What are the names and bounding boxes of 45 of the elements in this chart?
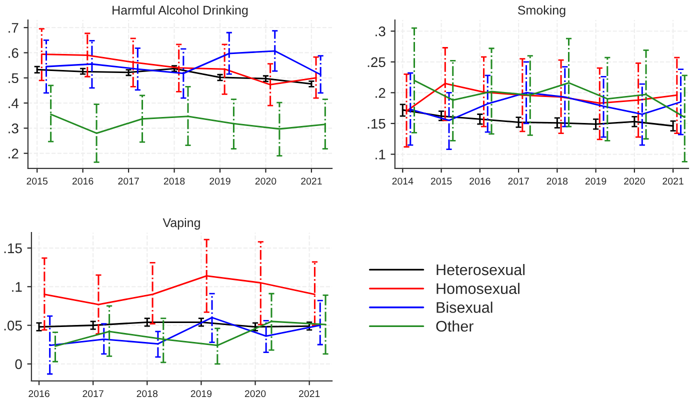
x-tick-label: 2020 bbox=[624, 178, 645, 185]
y-tick-label: .5 bbox=[8, 73, 18, 84]
y-tick-label: .25 bbox=[368, 57, 386, 68]
legend-label: Homosexual bbox=[436, 282, 520, 294]
y-tick-label: .7 bbox=[8, 23, 18, 33]
x-tick-label: 2021 bbox=[662, 178, 684, 185]
x-tick-label: 2017 bbox=[82, 390, 104, 398]
x-tick-label: 2020 bbox=[255, 178, 276, 185]
y-tick-label: .3 bbox=[8, 124, 18, 134]
x-tick-label: 2020 bbox=[244, 390, 266, 398]
y-tick-label: .1 bbox=[12, 282, 22, 292]
legend-label: Other bbox=[436, 320, 474, 332]
x-tick-label: 2019 bbox=[210, 178, 230, 185]
chart-title: Smoking bbox=[518, 5, 566, 18]
x-tick-label: 2017 bbox=[508, 178, 529, 185]
x-tick-label: 2016 bbox=[470, 178, 490, 185]
legend-label: Heterosexual bbox=[436, 264, 525, 276]
y-tick-label: 0 bbox=[15, 359, 22, 370]
x-tick-label: 2016 bbox=[72, 178, 94, 185]
y-tick-label: .2 bbox=[8, 148, 18, 158]
y-tick-label: .15 bbox=[368, 118, 386, 129]
line-series bbox=[402, 109, 674, 127]
x-tick-label: 2021 bbox=[298, 390, 320, 398]
x-tick-label: 2015 bbox=[26, 178, 48, 185]
x-tick-label: 2016 bbox=[28, 390, 50, 398]
x-tick-label: 2017 bbox=[118, 178, 139, 185]
x-tick-label: 2018 bbox=[136, 390, 158, 398]
x-tick-label: 2018 bbox=[546, 178, 568, 185]
y-tick-label: .2 bbox=[376, 88, 386, 98]
chart-title: Harmful Alcohol Drinking bbox=[112, 5, 248, 18]
x-tick-label: 2021 bbox=[301, 178, 322, 185]
chart-title: Vaping bbox=[162, 218, 200, 230]
legend-label: Bisexual bbox=[436, 302, 492, 313]
x-tick-label: 2019 bbox=[585, 178, 606, 185]
x-tick-label: 2019 bbox=[190, 390, 212, 398]
x-tick-label: 2018 bbox=[164, 178, 185, 185]
y-tick-label: .3 bbox=[376, 26, 386, 36]
y-tick-label: .1 bbox=[376, 150, 386, 160]
x-tick-label: 2015 bbox=[430, 178, 452, 185]
line-series bbox=[36, 68, 312, 85]
y-tick-label: .15 bbox=[4, 244, 22, 254]
y-tick-label: .6 bbox=[8, 48, 18, 58]
y-tick-label: .4 bbox=[8, 98, 19, 108]
x-tick-label: 2014 bbox=[392, 178, 414, 185]
y-tick-label: .05 bbox=[4, 320, 22, 330]
